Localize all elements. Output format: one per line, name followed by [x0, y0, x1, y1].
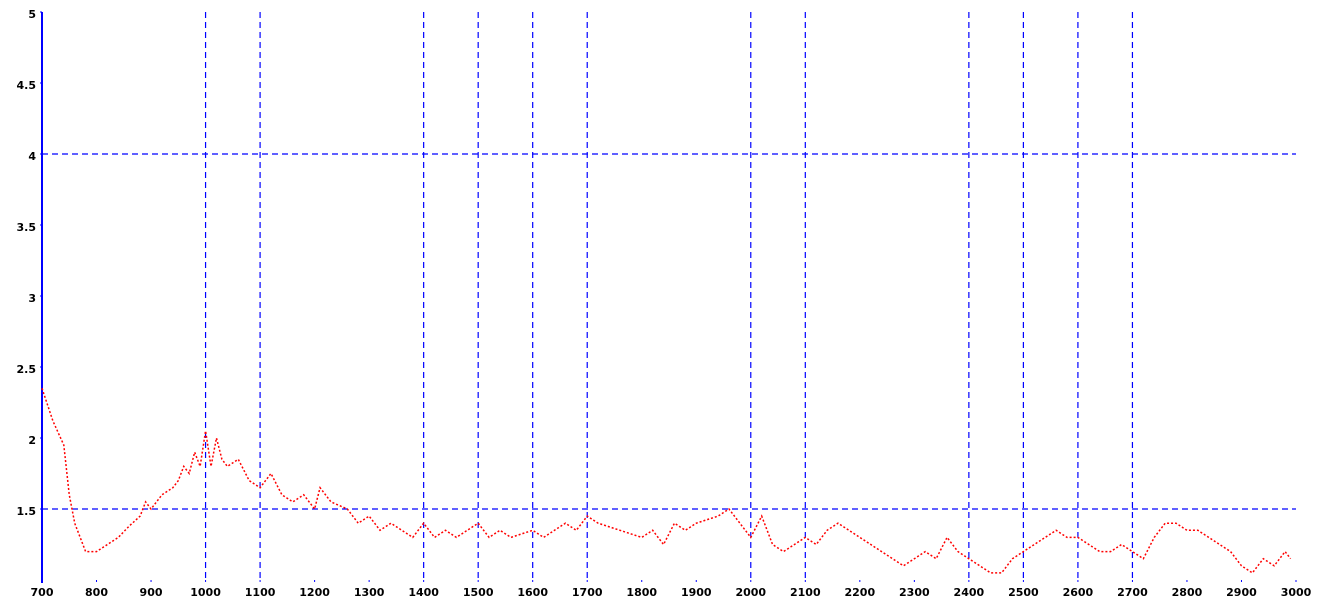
x-tick-label: 1400: [408, 586, 439, 599]
x-tick-label: 1300: [354, 586, 385, 599]
y-tick-label: 3: [28, 292, 36, 305]
y-tick-label: 4: [28, 150, 36, 163]
x-tick-label: 1700: [572, 586, 603, 599]
x-tick-label: 1100: [245, 586, 276, 599]
y-tick-label: 4.5: [17, 79, 37, 92]
x-tick-label: 2000: [735, 586, 766, 599]
y-tick-label: 2: [28, 434, 36, 447]
x-tick-label: 2400: [954, 586, 985, 599]
x-tick-label: 3000: [1281, 586, 1312, 599]
y-tick-label: 1.5: [17, 505, 37, 518]
x-tick-label: 1500: [463, 586, 494, 599]
x-tick-label: 2800: [1172, 586, 1203, 599]
y-tick-label: 5: [28, 8, 36, 21]
data-line: [41, 388, 1292, 574]
x-tick-label: 700: [31, 586, 54, 599]
x-tick-label: 2600: [1063, 586, 1094, 599]
x-tick-label: 1600: [517, 586, 548, 599]
x-tick-label: 2500: [1008, 586, 1039, 599]
x-tick-label: 2700: [1117, 586, 1148, 599]
x-tick-label: 2100: [790, 586, 821, 599]
x-tick-label: 900: [140, 586, 163, 599]
x-tick-label: 2300: [899, 586, 930, 599]
x-tick-label: 800: [85, 586, 108, 599]
y-tick-label: 2.5: [17, 363, 37, 376]
y-tick-label: 3.5: [17, 221, 37, 234]
x-tick-label: 1900: [681, 586, 712, 599]
x-tick-label: 1200: [299, 586, 330, 599]
x-tick-label: 1000: [190, 586, 221, 599]
x-tick-label: 1800: [626, 586, 657, 599]
x-tick-label: 2200: [845, 586, 876, 599]
x-tick-label: 2900: [1226, 586, 1257, 599]
